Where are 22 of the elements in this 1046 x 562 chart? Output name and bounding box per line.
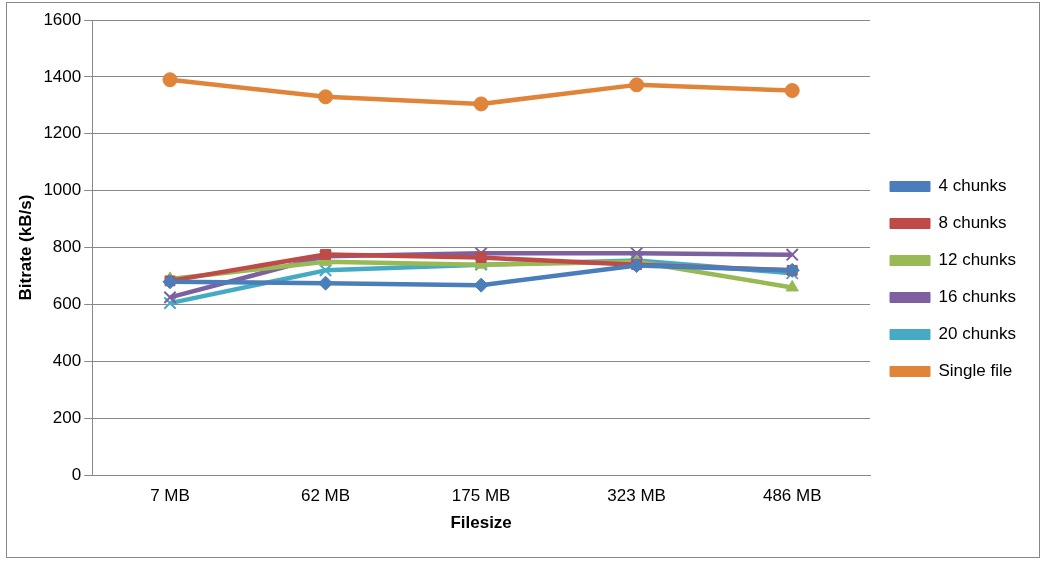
y-tick-label: 1600 bbox=[43, 9, 82, 29]
legend-label: 4 chunks bbox=[938, 176, 1007, 196]
y-tick-label: 0 bbox=[71, 464, 82, 484]
y-tick-label: 1200 bbox=[43, 123, 82, 143]
y-axis-title: Bitrate (kB/s) bbox=[15, 194, 35, 301]
legend-label: 12 chunks bbox=[938, 250, 1016, 270]
y-tick-label: 1000 bbox=[43, 180, 82, 200]
x-axis-title: Filesize bbox=[450, 513, 512, 533]
y-tick-label: 600 bbox=[52, 294, 82, 314]
legend-label: Single file bbox=[938, 361, 1013, 381]
y-tick-label: 1400 bbox=[43, 66, 82, 86]
y-tick-label: 400 bbox=[52, 351, 82, 371]
legend-label: 20 chunks bbox=[938, 324, 1016, 344]
x-tick-label: 486 MB bbox=[762, 486, 822, 506]
x-tick-label: 175 MB bbox=[451, 486, 511, 506]
y-tick-label: 200 bbox=[52, 407, 82, 427]
x-tick-label: 7 MB bbox=[150, 486, 190, 506]
x-tick-label: 62 MB bbox=[300, 486, 351, 506]
y-tick-label: 800 bbox=[52, 237, 82, 257]
legend-label: 16 chunks bbox=[938, 287, 1016, 307]
legend-label: 8 chunks bbox=[938, 213, 1007, 233]
x-tick-label: 323 MB bbox=[607, 486, 666, 506]
